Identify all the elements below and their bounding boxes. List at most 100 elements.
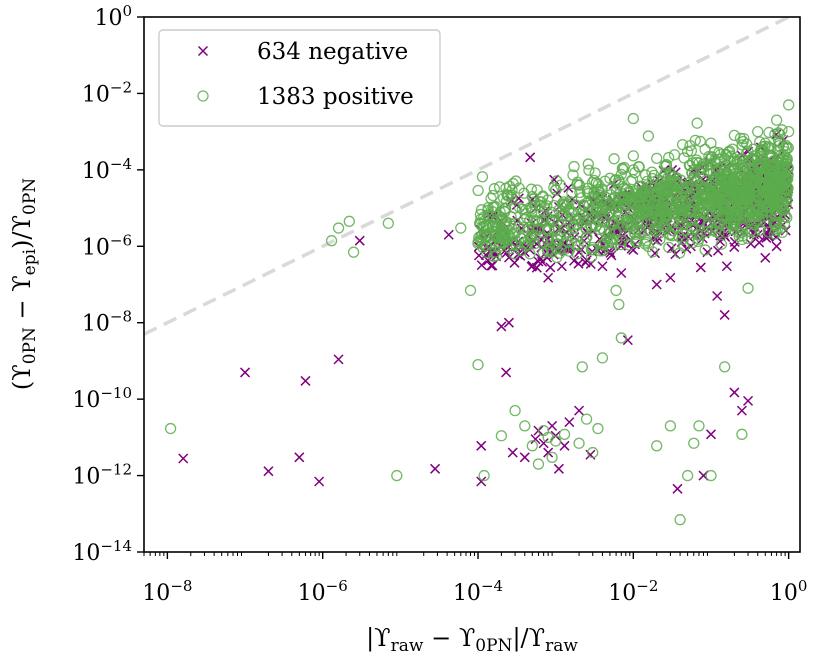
tick-label: 10−4	[453, 577, 503, 606]
negative-point	[651, 279, 662, 290]
positive-point	[573, 437, 585, 449]
negative-point	[616, 267, 627, 279]
positive-point	[473, 231, 485, 243]
negative-point	[476, 260, 487, 271]
positive-point	[725, 217, 737, 230]
positive-point	[391, 469, 403, 482]
positive-point	[736, 139, 748, 151]
positive-point	[641, 189, 653, 201]
positive-point	[664, 420, 677, 432]
negative-point	[597, 261, 608, 272]
positive-point	[627, 112, 639, 125]
positive-point	[660, 160, 673, 172]
negative-point	[526, 261, 537, 272]
positive-point	[727, 219, 740, 231]
positive-point	[550, 184, 562, 196]
positive-point	[528, 214, 541, 226]
negative-point	[771, 241, 782, 252]
positive-point	[523, 221, 535, 234]
positive-point	[698, 194, 710, 206]
positive-point	[615, 168, 627, 181]
positive-point	[639, 184, 651, 196]
negative-point	[507, 447, 518, 458]
positive-point	[587, 212, 599, 225]
positive-point	[626, 193, 639, 205]
positive-point	[519, 240, 532, 253]
positive-point	[472, 358, 484, 371]
positive-point	[558, 428, 571, 440]
positive-point	[766, 167, 779, 179]
negative-point	[622, 335, 633, 346]
positive-point	[773, 175, 785, 188]
y-axis-label: (ϒ0PN − ϒepi)/ϒ0PN	[8, 178, 40, 390]
positive-point	[613, 298, 625, 311]
positive-point	[707, 166, 720, 179]
positive-point	[632, 160, 645, 173]
positive-point	[661, 192, 674, 204]
positive-point	[676, 138, 689, 151]
positive-point	[513, 201, 526, 214]
positive-point	[638, 199, 650, 211]
positive-point	[715, 238, 728, 250]
positive-point	[566, 187, 578, 199]
positive-point	[610, 284, 622, 297]
positive-point	[650, 221, 662, 234]
negative-point	[476, 440, 487, 451]
negative-point	[333, 354, 344, 365]
positive-point	[688, 437, 700, 449]
positive-point	[739, 208, 751, 220]
negative-point	[712, 245, 724, 256]
tick-label: 10−6	[298, 577, 348, 606]
positive-point	[382, 217, 394, 229]
positive-point	[683, 159, 696, 172]
positive-point	[493, 181, 506, 193]
positive-point	[559, 223, 571, 235]
positive-point	[526, 206, 538, 218]
positive-point	[735, 180, 747, 193]
positive-point	[495, 430, 508, 442]
positive-point	[753, 177, 765, 189]
positive-point	[713, 163, 725, 175]
positive-point	[704, 210, 716, 222]
positive-point	[537, 236, 549, 248]
tick-label: 10−4	[82, 155, 132, 184]
positive-point	[692, 235, 704, 248]
negative-point	[574, 405, 585, 416]
positive-point	[607, 202, 620, 214]
legend-box	[158, 29, 441, 127]
positive-point	[691, 117, 703, 129]
positive-point	[656, 176, 668, 188]
positive-point	[562, 229, 575, 241]
positive-point	[649, 202, 661, 215]
positive-point	[593, 189, 605, 201]
positive-point	[493, 232, 506, 244]
positive-point	[524, 214, 536, 227]
positive-point	[673, 230, 685, 243]
positive-point	[677, 202, 689, 214]
positive-point	[505, 189, 517, 201]
positive-point	[611, 234, 623, 246]
positive-point	[479, 239, 491, 252]
positive-point	[767, 159, 779, 171]
positive-point	[519, 420, 531, 432]
positive-point	[464, 284, 477, 297]
positive-point	[624, 218, 636, 231]
positive-point	[686, 167, 698, 179]
positive-point	[625, 191, 637, 204]
positive-point	[711, 222, 723, 234]
positive-point	[681, 469, 694, 482]
positive-point	[684, 139, 696, 152]
positive-point	[582, 187, 594, 200]
positive-point	[752, 189, 764, 201]
tick-label: 10−6	[82, 231, 132, 260]
negative-point	[705, 429, 717, 440]
positive-point	[571, 248, 583, 260]
negative-point	[476, 476, 487, 487]
positive-point	[709, 193, 722, 205]
positive-point	[531, 184, 543, 196]
positive-point	[643, 223, 655, 236]
positive-point	[721, 217, 734, 229]
positive-point	[532, 458, 545, 470]
positive-point	[633, 227, 645, 239]
positive-point	[580, 231, 592, 244]
